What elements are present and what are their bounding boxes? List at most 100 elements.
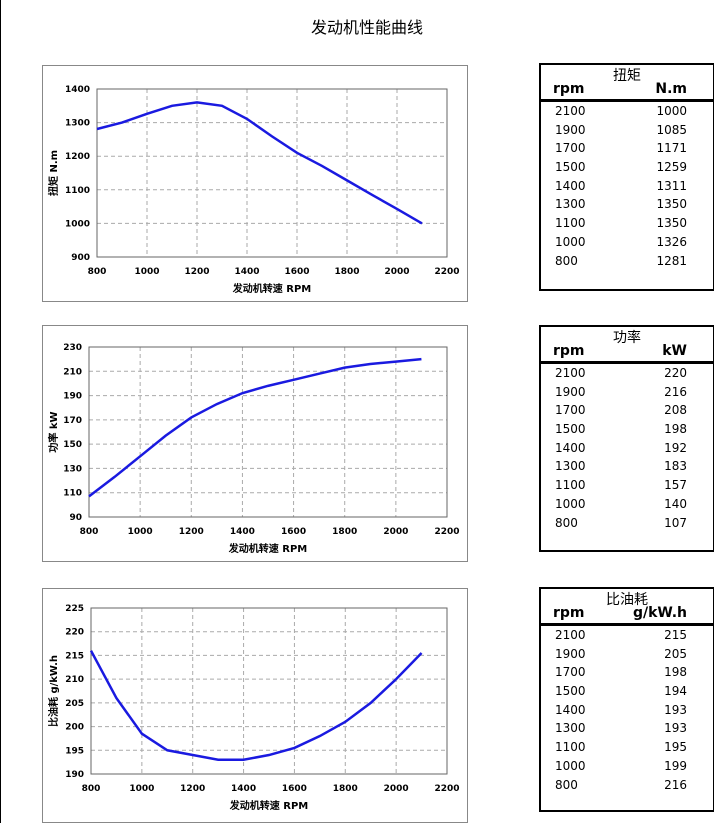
y-tick-label: 150	[63, 440, 82, 450]
rpm-cell: 1400	[555, 440, 586, 455]
value-cell: 194	[664, 684, 687, 699]
y-tick-label: 215	[65, 651, 84, 661]
torque-table: 扭矩 rpm N.m 2100 1000 1900 1085 1700 1171 1500 125…	[539, 63, 714, 291]
col-header-rpm: rpm	[553, 605, 585, 621]
x-tick-label: 1400	[230, 527, 255, 537]
plot-area	[96, 88, 448, 258]
value-cell: 1350	[656, 216, 687, 231]
x-axis-label: 发动机转速 RPM	[229, 799, 309, 812]
rpm-cell: 1700	[555, 141, 586, 156]
y-tick-label: 1100	[65, 186, 90, 196]
table-row: 2100 220	[541, 364, 713, 383]
table-row: 1400 1311	[541, 177, 713, 196]
rpm-cell: 1000	[555, 758, 586, 773]
x-tick-label: 2200	[434, 784, 459, 794]
y-tick-label: 190	[63, 392, 82, 402]
table-row: 1000 199	[541, 757, 713, 776]
value-cell: 183	[664, 459, 687, 474]
bsfc-chart: 800 1000 1200 1400 1600 1800 2000 2200 190 195 200…	[42, 588, 468, 823]
table-row: 1500 194	[541, 682, 713, 701]
x-axis-label: 发动机转速 RPM	[228, 542, 308, 555]
rpm-cell: 1900	[555, 646, 586, 661]
y-tick-label: 1000	[65, 219, 90, 229]
y-tick-label: 200	[65, 723, 84, 733]
y-tick-label: 210	[65, 675, 84, 685]
col-header-value: N.m	[655, 81, 687, 97]
value-cell: 1281	[656, 253, 687, 268]
col-header-value: g/kW.h	[632, 605, 687, 621]
x-tick-label: 1400	[234, 267, 259, 277]
value-cell: 157	[664, 478, 687, 493]
torque-chart: 800 1000 1200 1400 1600 1800 2000 2200 900 1000 11…	[42, 65, 468, 302]
rpm-cell: 1400	[555, 178, 586, 193]
x-tick-label: 1200	[179, 527, 204, 537]
table-title: 扭矩	[613, 68, 641, 84]
table-row: 1900 205	[541, 645, 713, 664]
rpm-cell: 1000	[555, 234, 586, 249]
table-row: 1300 183	[541, 457, 713, 476]
y-tick-label: 205	[65, 699, 84, 709]
y-tick-label: 90	[69, 513, 82, 523]
y-tick-label: 225	[65, 604, 84, 614]
col-header-rpm: rpm	[553, 343, 585, 359]
table-row: 1900 216	[541, 383, 713, 402]
rpm-cell: 800	[555, 777, 578, 792]
rpm-cell: 800	[555, 253, 578, 268]
table-row: 1500 198	[541, 420, 713, 439]
table-row: 1700 198	[541, 663, 713, 682]
table-row: 1900 1085	[541, 121, 713, 140]
rpm-cell: 2100	[555, 366, 586, 380]
value-cell: 205	[664, 646, 687, 661]
series-line	[96, 101, 423, 225]
value-cell: 199	[664, 758, 687, 773]
value-cell: 216	[664, 384, 687, 399]
y-tick-label: 220	[65, 628, 84, 638]
value-cell: 193	[664, 721, 687, 736]
table-row: 1000 140	[541, 495, 713, 514]
table-row: 1700 1171	[541, 139, 713, 158]
x-tick-label: 2000	[383, 527, 408, 537]
value-cell: 1311	[656, 178, 687, 193]
x-tick-label: 2200	[434, 527, 459, 537]
table-row: 1000 1326	[541, 233, 713, 252]
value-cell: 198	[664, 665, 687, 680]
table-row: 1100 157	[541, 476, 713, 495]
table-row: 2100 1000	[541, 102, 713, 121]
x-tick-label: 2000	[384, 784, 409, 794]
x-tick-label: 800	[80, 527, 99, 537]
value-cell: 1085	[656, 122, 687, 137]
y-axis-label: 比油耗 g/kW.h	[47, 655, 60, 727]
rpm-cell: 1300	[555, 197, 586, 212]
rpm-cell: 1700	[555, 665, 586, 680]
table-row: 1500 1259	[541, 158, 713, 177]
rpm-cell: 1700	[555, 403, 586, 418]
y-tick-label: 1200	[65, 152, 90, 162]
table-row: 800 216	[541, 776, 713, 795]
value-cell: 1259	[656, 160, 687, 175]
x-tick-label: 1600	[284, 267, 309, 277]
x-tick-label: 1800	[332, 527, 357, 537]
table-header: rpm kW	[541, 343, 713, 364]
x-axis-label: 发动机转速 RPM	[232, 282, 312, 295]
y-tick-label: 195	[65, 746, 84, 756]
x-tick-label: 2000	[384, 267, 409, 277]
rpm-cell: 1300	[555, 459, 586, 474]
value-cell: 208	[664, 403, 687, 418]
plot-area	[90, 607, 448, 775]
x-tick-label: 1000	[134, 267, 159, 277]
series-line	[88, 357, 422, 498]
value-cell: 1171	[656, 141, 687, 156]
table-row: 1400 193	[541, 701, 713, 720]
x-tick-label: 1000	[128, 527, 153, 537]
value-cell: 195	[664, 740, 687, 755]
rpm-cell: 1000	[555, 496, 586, 511]
value-cell: 1000	[656, 104, 687, 118]
rpm-cell: 2100	[555, 628, 586, 642]
rpm-cell: 1100	[555, 740, 586, 755]
table-header: rpm N.m	[541, 81, 713, 102]
rpm-cell: 1900	[555, 122, 586, 137]
rpm-cell: 800	[555, 515, 578, 530]
rpm-cell: 1500	[555, 160, 586, 175]
table-row: 1300 193	[541, 719, 713, 738]
value-cell: 192	[664, 440, 687, 455]
